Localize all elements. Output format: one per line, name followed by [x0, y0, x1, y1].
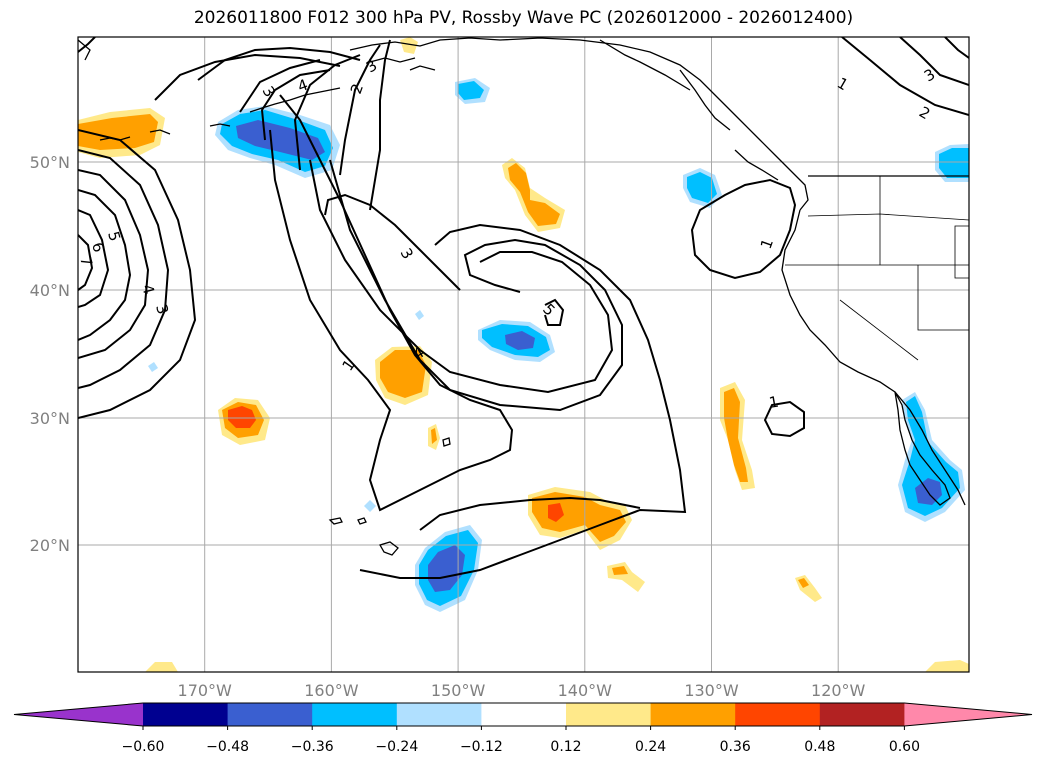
lon-label-120w: 120°W [811, 681, 866, 700]
fill-pos-bottom-165w [145, 662, 178, 672]
fill-pos-17n-122w-core [798, 578, 809, 588]
contour-label: 1 [768, 393, 781, 412]
colorbar-segment [650, 703, 736, 726]
fill-pos-30n-128w-core [724, 388, 748, 482]
fill-pos-28n-152w-core [431, 428, 437, 444]
colorbar-tick-label: 0.48 [804, 739, 835, 755]
colorbar-segment [566, 703, 652, 726]
fill-neg-50n-115w-core [939, 148, 969, 178]
lon-label-160w: 160°W [304, 681, 359, 700]
fill-pos-35n-155w-core [380, 350, 426, 398]
fill-pos-top-155w [400, 37, 418, 54]
fill-neg-small-3 [148, 362, 158, 372]
fill-pos-18n-136w-core [612, 566, 628, 575]
graticule [78, 37, 969, 672]
fill-neg-small-2 [415, 310, 424, 320]
pv-fill-layer [78, 37, 969, 672]
colorbar-segment [227, 703, 313, 726]
colorbar-tick-label: −0.48 [206, 739, 249, 755]
lon-label-140w: 140°W [558, 681, 613, 700]
fill-neg-small-1 [364, 500, 376, 512]
map-title: 2026011800 F012 300 hPa PV, Rossby Wave … [193, 8, 854, 28]
colorbar-segment [396, 703, 482, 726]
colorbar-tick-label: 0.60 [889, 739, 920, 755]
colorbar-segment [735, 703, 821, 726]
fill-pos-bottom-115w [925, 660, 969, 672]
colorbar: −0.60 −0.48 −0.36 −0.24 −0.12 0.12 0.24 0.36 0.4… [13, 702, 1033, 755]
lon-label-130w: 130°W [684, 681, 739, 700]
colorbar-extend-low [14, 703, 143, 726]
fill-neg-54n-148w-core [458, 81, 484, 100]
colorbar-extend-high [904, 703, 1032, 726]
plot-frame [77, 36, 970, 673]
contour-label: 3 [152, 302, 172, 316]
colorbar-segment [819, 703, 905, 726]
lat-label-40n: 40°N [30, 281, 70, 300]
colorbar-tick-label: −0.12 [460, 739, 503, 755]
colorbar-tick-label: 0.12 [550, 739, 581, 755]
fill-neg-48n-131w-core [687, 172, 717, 203]
lat-label-20n: 20°N [30, 536, 70, 555]
colorbar-tick-label: 0.24 [635, 739, 666, 755]
contour-label: 5 [104, 229, 124, 243]
fill-neg-aleutian-core [236, 120, 325, 160]
colorbar-segment [312, 703, 398, 726]
colorbar-tick-label: −0.36 [291, 739, 334, 755]
colorbar-tick-label: −0.60 [122, 739, 165, 755]
colorbar-tick-label: 0.36 [720, 739, 751, 755]
fill-pos-30n-170w-core [228, 406, 256, 428]
lat-label-30n: 30°N [30, 409, 70, 428]
colorbar-segment [481, 703, 567, 726]
colorbar-segment [143, 703, 229, 726]
fill-pos-aleutian-west-core [78, 114, 158, 150]
lat-label-50n: 50°N [30, 153, 70, 172]
contour-label: 4 [138, 282, 158, 296]
lon-label-170w: 170°W [178, 681, 233, 700]
colorbar-tick-label: −0.24 [375, 739, 418, 755]
lon-label-150w: 150°W [431, 681, 486, 700]
contour-label: 6 [88, 240, 108, 254]
pv-contours [78, 37, 969, 579]
fill-neg-37n-145w-core [505, 331, 535, 350]
fill-neg-baja-core [915, 478, 942, 505]
fill-neg-18n-150w-core [428, 545, 465, 592]
fill-pos-23n-140w-core [548, 503, 564, 522]
fill-pos-48n-145w-core [508, 163, 560, 226]
coastlines [78, 37, 969, 556]
contour-label: 7 [76, 254, 96, 268]
